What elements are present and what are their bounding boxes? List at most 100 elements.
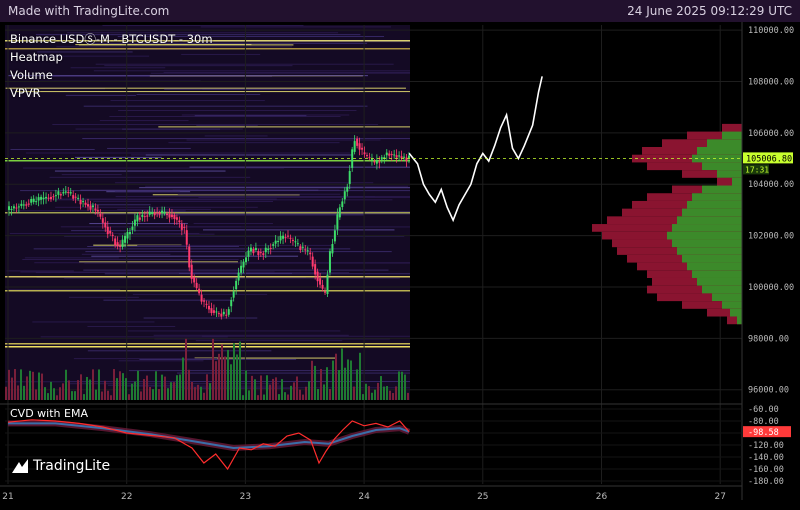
volume-bar: [302, 394, 304, 400]
candle-body: [32, 198, 35, 202]
candle-body: [148, 211, 151, 215]
vpvr-sell-bar: [647, 162, 742, 171]
volume-bar: [284, 392, 286, 400]
volume-bar: [296, 376, 298, 400]
heatmap-line: [204, 135, 268, 137]
heatmap-line: [56, 46, 292, 48]
candle-body: [87, 204, 90, 207]
vpvr-buy-bar: [702, 185, 742, 194]
volume-bar: [41, 373, 43, 400]
candle-body: [316, 271, 319, 282]
candles: [8, 135, 410, 320]
candle-body: [131, 226, 134, 230]
volume-bar: [77, 380, 79, 400]
vpvr-sell-bar: [592, 224, 742, 232]
candle-body: [49, 196, 52, 200]
vpvr-buy-bar: [692, 193, 742, 201]
volume-bar: [98, 369, 100, 400]
volume-bar: [188, 369, 190, 400]
heatmap-line: [195, 340, 343, 342]
heatmap-line: [145, 154, 354, 156]
volume-bar: [254, 379, 256, 400]
candle-body: [168, 214, 171, 218]
symbol-label[interactable]: Binance USDⓈ-M - BTCUSDT - 30m: [10, 32, 213, 46]
heatmap-line: [33, 55, 150, 57]
volume-bar: [365, 383, 367, 400]
liquidity-level-line: [5, 212, 410, 214]
volume-bar: [167, 388, 169, 400]
volume-bar: [119, 371, 121, 400]
liquidity-level-line: [5, 343, 410, 345]
heatmap-line: [87, 350, 272, 352]
volume-bar: [125, 378, 127, 400]
volume-bar: [182, 357, 184, 400]
candle-body: [109, 230, 112, 234]
volume-bar: [317, 389, 319, 400]
countdown-badge: [743, 164, 769, 175]
brand-watermark: TradingLite: [12, 458, 110, 474]
volume-bar: [386, 386, 388, 400]
volume-bar: [275, 377, 277, 400]
heatmap-line: [136, 93, 261, 95]
volume-bar: [239, 341, 241, 400]
price-tick-label: 100000.00: [748, 283, 794, 293]
datetime-label: 24 June 2025 09:12:29 UTC: [627, 4, 792, 18]
liquidity-level-line: [5, 48, 410, 50]
volume-bar: [158, 389, 160, 400]
candle-body: [72, 195, 75, 199]
cvd-tick-label: -120.00: [748, 441, 784, 451]
candle-body: [264, 247, 267, 253]
tradinglite-logo-icon: [12, 459, 28, 473]
volume-bar: [68, 380, 70, 400]
heatmap-line: [139, 359, 297, 361]
chart-legend: Binance USDⓈ-M - BTCUSDT - 30m Heatmap V…: [10, 30, 213, 102]
volume-bar: [263, 394, 265, 400]
cvd-last-badge: [743, 426, 791, 438]
candle-body: [143, 216, 146, 218]
heatmap-line: [156, 214, 365, 216]
heatmap-line: [152, 194, 300, 196]
candle-body: [321, 284, 324, 289]
volume-bar: [404, 374, 406, 400]
heatmap-line: [201, 335, 410, 337]
vpvr-sell-bar: [647, 285, 742, 294]
volume-bar: [89, 379, 91, 400]
candle-body: [390, 154, 393, 156]
heatmap-line: [66, 32, 339, 34]
candle-body: [178, 220, 181, 223]
volume-bar: [332, 360, 334, 400]
candle-body: [22, 204, 25, 206]
heatmap-line: [87, 246, 239, 248]
volume-label[interactable]: Volume: [10, 68, 53, 82]
candle-body: [121, 239, 124, 248]
volume-bar: [200, 386, 202, 400]
volume-bar: [392, 393, 394, 400]
candle-body: [388, 153, 391, 156]
last-price-label: 105006.80: [746, 154, 792, 164]
vpvr-buy-bar: [722, 301, 742, 309]
heatmap-line: [33, 248, 351, 250]
candle-body: [249, 247, 252, 252]
candle-body: [30, 198, 33, 203]
heatmap-line: [49, 176, 251, 178]
candle-body: [304, 249, 307, 251]
volume-bar: [293, 382, 295, 400]
candle-body: [341, 201, 344, 207]
heatmap-line: [103, 299, 234, 301]
volume-bar: [143, 378, 145, 400]
vpvr-buy-bar: [687, 200, 742, 209]
vpvr-label[interactable]: VPVR: [10, 86, 41, 100]
heatmap-line: [114, 191, 180, 193]
candle-body: [405, 157, 408, 162]
volume-bar: [14, 369, 16, 400]
heatmap-line: [93, 200, 274, 202]
volume-bar: [251, 375, 253, 400]
candle-body: [12, 206, 15, 209]
volume-bar: [29, 370, 31, 400]
heatmap-label[interactable]: Heatmap: [10, 50, 63, 64]
cvd-title[interactable]: CVD with EMA: [10, 407, 88, 420]
candle-body: [77, 197, 80, 199]
heatmap-line: [35, 34, 361, 36]
volume-bar: [347, 359, 349, 400]
